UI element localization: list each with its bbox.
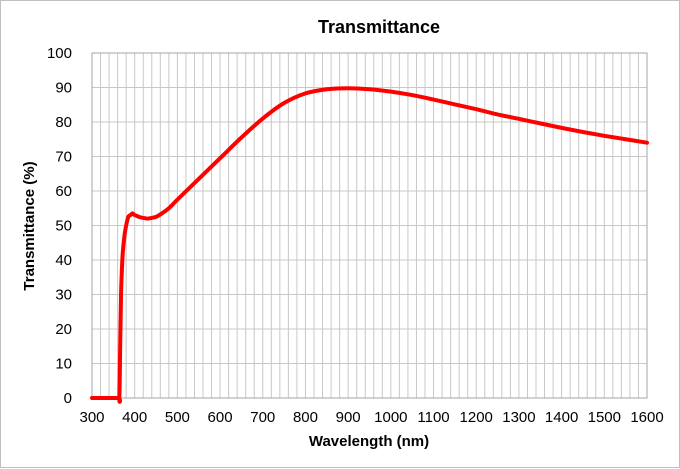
- grid: [91, 52, 648, 399]
- plot-area-border: [91, 52, 648, 399]
- y-tick-label: 80: [55, 114, 72, 131]
- y-tick-label: 10: [55, 356, 72, 373]
- x-tick-label: 1300: [502, 409, 535, 426]
- chart-title: Transmittance: [318, 17, 440, 37]
- x-tick-label: 1000: [374, 409, 407, 426]
- x-tick-label: 600: [208, 409, 233, 426]
- y-tick-label: 60: [55, 183, 72, 200]
- x-tick-label: 400: [122, 409, 147, 426]
- y-tick-label: 90: [55, 80, 72, 97]
- x-tick-label: 500: [165, 409, 190, 426]
- x-tick-label: 1200: [460, 409, 493, 426]
- series-layer: [90, 86, 649, 404]
- x-tick-label: 900: [336, 409, 361, 426]
- y-tick-label: 70: [55, 149, 72, 166]
- y-tick-label: 40: [55, 252, 72, 269]
- x-tick-label: 700: [250, 409, 275, 426]
- x-tick-labels: 300 400 500 600 700 800 900 1000 1100 1200 1300 140…: [79, 409, 663, 426]
- x-tick-label: 1500: [588, 409, 621, 426]
- x-tick-label: 1100: [417, 409, 449, 426]
- y-tick-label: 0: [64, 390, 72, 407]
- y-tick-label: 50: [55, 218, 72, 235]
- y-tick-label: 30: [55, 287, 72, 304]
- y-axis-title: Transmittance (%): [21, 161, 38, 290]
- y-tick-labels: 0 10 20 30 40 50 60 70 80 90 100: [47, 45, 72, 407]
- x-axis-title: Wavelength (nm): [309, 433, 429, 450]
- x-tick-label: 800: [293, 409, 318, 426]
- x-tick-label: 1600: [630, 409, 663, 426]
- y-tick-label: 100: [47, 45, 72, 62]
- x-tick-label: 300: [79, 409, 104, 426]
- transmittance-series-line: [90, 86, 649, 404]
- x-tick-label: 1400: [545, 409, 578, 426]
- y-tick-label: 20: [55, 321, 72, 338]
